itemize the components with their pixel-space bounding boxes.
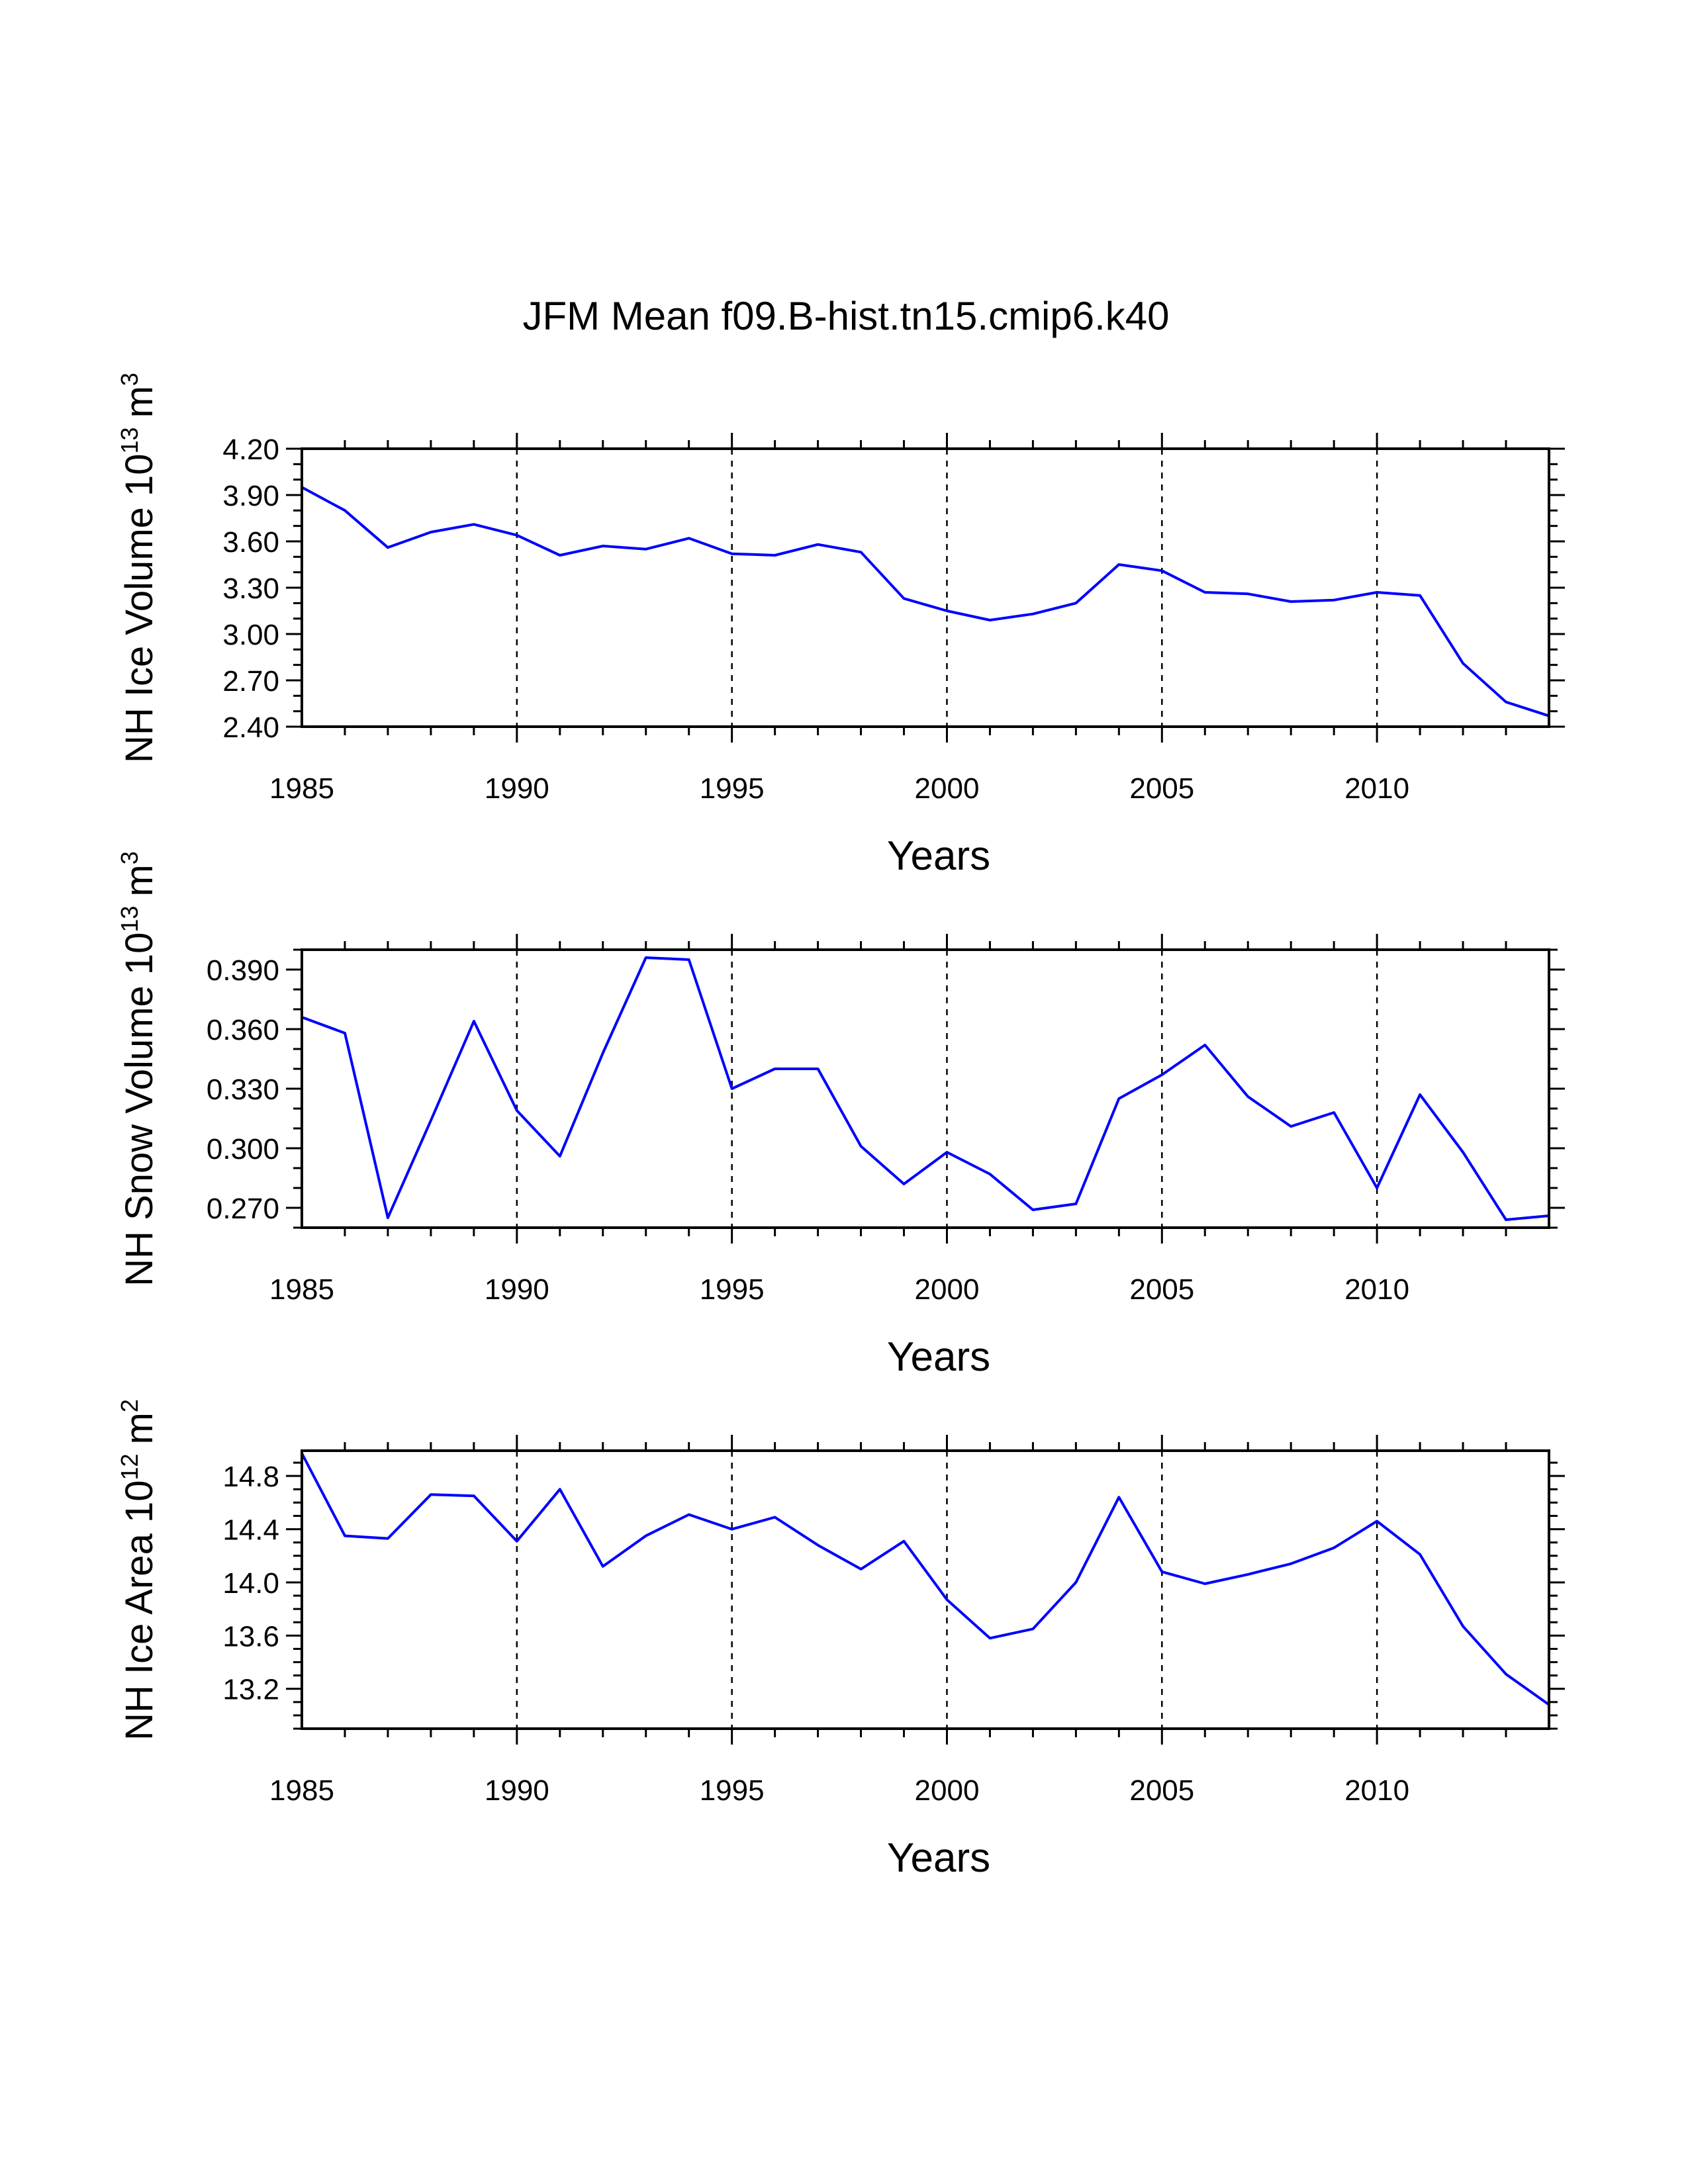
x-tick-label: 1990 [485, 1273, 549, 1306]
y-axis-title-unit: m [118, 386, 161, 418]
y-tick-label: 3.90 [222, 480, 279, 512]
x-axis-title: Years [887, 1835, 990, 1881]
x-tick-label: 2005 [1129, 772, 1194, 805]
x-tick-label: 2000 [915, 772, 980, 805]
series-line [301, 956, 1550, 1221]
x-tick-label: 1995 [700, 772, 765, 805]
y-tick-label: 2.40 [222, 711, 279, 744]
y-tick-label: 14.0 [222, 1567, 279, 1600]
y-tick-label: 2.70 [222, 665, 279, 698]
y-tick-label: 3.60 [222, 526, 279, 559]
y-axis-title-unit: m [118, 1412, 161, 1444]
series-line [301, 1453, 1550, 1706]
y-tick-label: 0.360 [207, 1014, 279, 1046]
plot-frame [301, 1449, 1550, 1730]
y-axis-title: NH Snow Volume 1013 m3 [116, 851, 161, 1287]
y-axis-title-exponent: 12 [116, 1454, 143, 1480]
y-axis-title-exponent: 13 [116, 906, 143, 933]
x-tick-label: 1995 [700, 1774, 765, 1807]
y-axis-title-unit-exponent: 2 [116, 1399, 143, 1412]
y-tick-label: 13.2 [222, 1674, 279, 1706]
y-tick-label: 14.8 [222, 1461, 279, 1493]
y-axis-title-unit-exponent: 3 [116, 373, 143, 386]
x-tick-label: 1985 [269, 1774, 334, 1807]
y-tick-label: 3.00 [222, 619, 279, 651]
y-axis-title-unit: m [118, 864, 161, 896]
y-tick-label: 14.4 [222, 1514, 279, 1547]
x-axis-title: Years [887, 1334, 990, 1380]
y-axis-title: NH Ice Area 1012 m2 [116, 1399, 161, 1741]
x-tick-label: 2010 [1344, 772, 1409, 805]
x-tick-label: 2010 [1344, 1774, 1409, 1807]
y-axis-title-unit-exponent: 3 [116, 851, 143, 864]
y-axis-title: NH Ice Volume 1013 m3 [116, 373, 161, 763]
y-axis-title-text: NH Snow Volume 10 [118, 933, 161, 1287]
x-tick-label: 2005 [1129, 1774, 1194, 1807]
y-axis-title-text: NH Ice Area 10 [118, 1480, 161, 1741]
x-tick-label: 2000 [915, 1273, 980, 1306]
x-tick-label: 1990 [485, 772, 549, 805]
plot-frame [301, 447, 1550, 728]
x-axis-title: Years [887, 833, 990, 879]
y-axis-title-exponent: 13 [116, 427, 143, 453]
y-tick-label: 0.390 [207, 954, 279, 987]
y-axis-title-text: NH Ice Volume 10 [118, 453, 161, 762]
y-tick-label: 0.300 [207, 1133, 279, 1165]
y-tick-label: 0.270 [207, 1193, 279, 1225]
x-tick-label: 2010 [1344, 1273, 1409, 1306]
y-tick-label: 3.30 [222, 572, 279, 605]
x-tick-label: 2000 [915, 1774, 980, 1807]
figure-title: JFM Mean f09.B-hist.tn15.cmip6.k40 [522, 294, 1169, 338]
y-tick-label: 4.20 [222, 433, 279, 466]
x-tick-label: 1985 [269, 1273, 334, 1306]
series-line [301, 486, 1550, 717]
x-tick-label: 2005 [1129, 1273, 1194, 1306]
x-tick-label: 1985 [269, 772, 334, 805]
y-tick-label: 0.330 [207, 1073, 279, 1106]
x-tick-label: 1995 [700, 1273, 765, 1306]
panel-ice-area: 13.2 13.6 14.0 14.4 14.8 1985 1990 1995 2000 2005… [116, 1399, 1565, 1881]
panel-snow-volume: 0.270 0.300 0.330 0.360 0.390 1985 1990 1995 200… [116, 851, 1565, 1380]
panel-ice-volume: 2.40 2.70 3.00 3.30 3.60 3.90 4.20 1985 1990 1995… [116, 373, 1565, 879]
x-tick-label: 1990 [485, 1774, 549, 1807]
y-tick-label: 13.6 [222, 1620, 279, 1653]
plot-frame [301, 948, 1550, 1229]
